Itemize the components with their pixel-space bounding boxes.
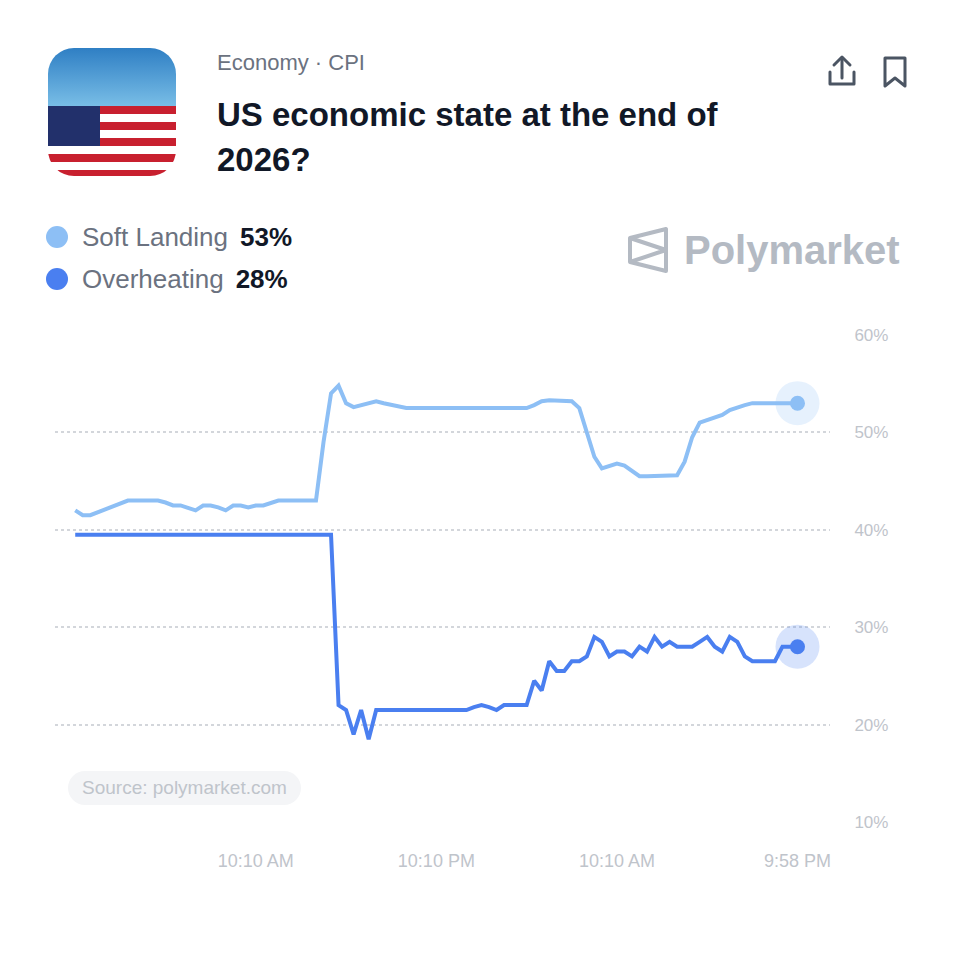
- svg-text:60%: 60%: [854, 326, 888, 345]
- svg-text:40%: 40%: [854, 521, 888, 540]
- svg-text:30%: 30%: [854, 618, 888, 637]
- html-text:Economy · CPI: Economy · CPI: [217, 50, 365, 75]
- html-text:Source: polymarket.com: Source: polymarket.com: [82, 777, 287, 798]
- html-text:53%: 53%: [240, 221, 293, 252]
- html-text:Overheating: Overheating: [82, 263, 224, 294]
- html-text:Polymarket: Polymarket: [684, 227, 900, 272]
- svg-text:50%: 50%: [854, 423, 888, 442]
- svg-text:9:58 PM: 9:58 PM: [764, 851, 831, 871]
- svg-text:10:10 PM: 10:10 PM: [398, 851, 475, 871]
- html-text:28%: 28%: [235, 263, 288, 294]
- svg-text:10:10 AM: 10:10 AM: [218, 851, 294, 871]
- svg-text:10%: 10%: [854, 813, 888, 832]
- html-text:Soft Landing: Soft Landing: [82, 221, 228, 252]
- svg-text:20%: 20%: [854, 716, 888, 735]
- svg-text:10:10 AM: 10:10 AM: [579, 851, 655, 871]
- html-text:US economic state at the end o: US economic state at the end of 2026?: [217, 96, 718, 178]
